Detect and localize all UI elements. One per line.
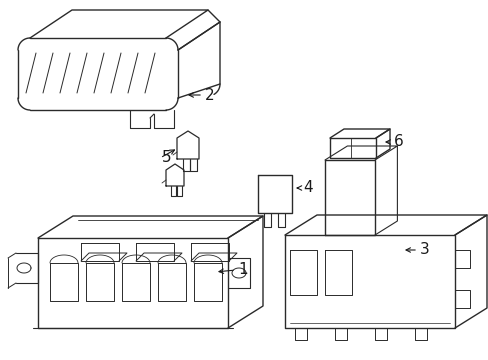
Text: 4: 4 [303, 180, 312, 195]
Text: 5: 5 [162, 150, 171, 166]
Text: 3: 3 [419, 243, 429, 257]
Text: 2: 2 [204, 87, 214, 103]
Text: 6: 6 [393, 135, 403, 149]
Text: 1: 1 [238, 262, 247, 278]
